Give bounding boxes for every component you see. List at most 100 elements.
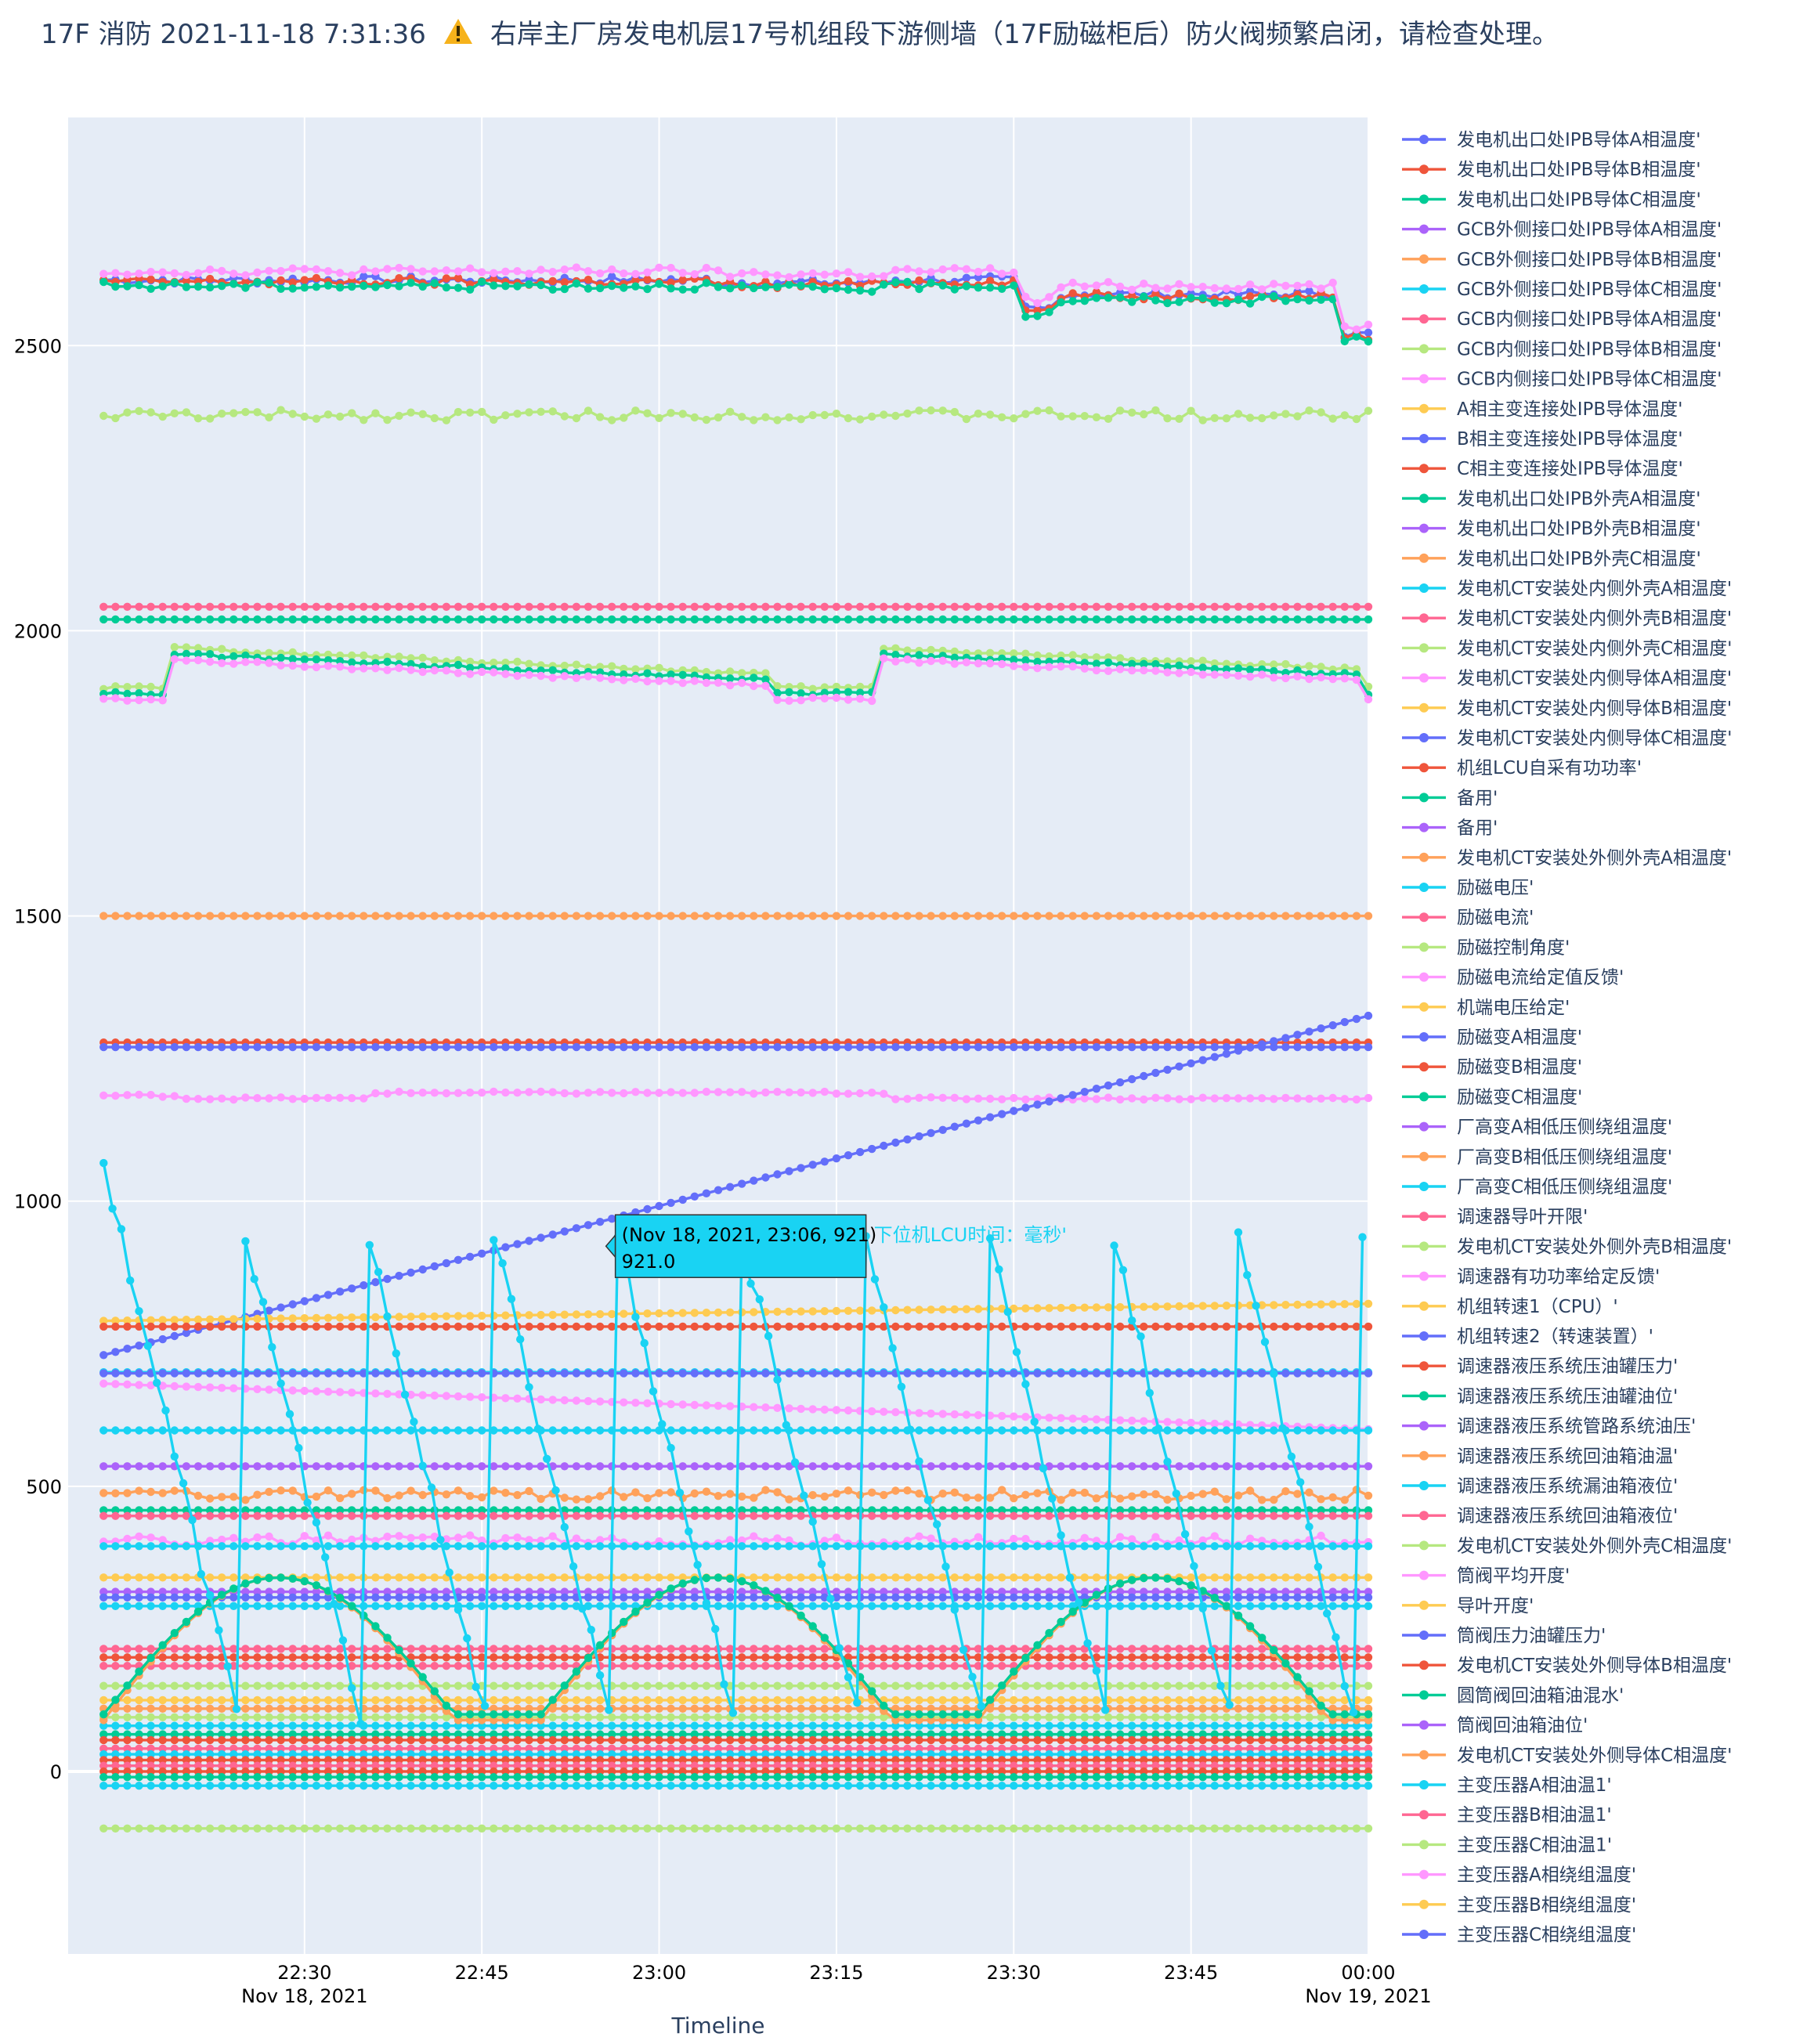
data-point[interactable] (1364, 1511, 1373, 1520)
data-point[interactable] (170, 602, 179, 611)
data-point[interactable] (797, 281, 805, 290)
data-point[interactable] (738, 1750, 746, 1759)
data-point[interactable] (123, 270, 132, 279)
data-point[interactable] (111, 1369, 120, 1378)
data-point[interactable] (395, 663, 403, 673)
data-point[interactable] (1305, 1300, 1314, 1309)
data-point[interactable] (985, 1113, 995, 1121)
data-point[interactable] (1033, 651, 1042, 660)
data-point[interactable] (584, 1089, 593, 1097)
data-point[interactable] (974, 1573, 983, 1582)
data-point[interactable] (738, 1653, 746, 1662)
data-point[interactable] (1258, 1602, 1267, 1610)
data-point[interactable] (170, 1316, 179, 1324)
data-point[interactable] (1057, 1303, 1065, 1313)
data-point[interactable] (690, 1506, 699, 1515)
data-point[interactable] (750, 416, 758, 424)
data-point[interactable] (1340, 1426, 1350, 1435)
data-point[interactable] (490, 1511, 498, 1520)
data-point[interactable] (950, 602, 959, 611)
data-point[interactable] (312, 1294, 321, 1302)
data-point[interactable] (1140, 1704, 1148, 1713)
data-point[interactable] (903, 1511, 912, 1520)
data-point[interactable] (1140, 410, 1148, 419)
data-point[interactable] (1364, 1730, 1373, 1739)
data-point[interactable] (383, 1645, 392, 1653)
data-point[interactable] (1364, 912, 1373, 920)
data-point[interactable] (844, 268, 853, 276)
data-point[interactable] (182, 615, 191, 624)
data-point[interactable] (465, 1735, 475, 1745)
data-point[interactable] (1080, 659, 1089, 667)
data-point[interactable] (560, 615, 569, 624)
series-34[interactable] (99, 1681, 1373, 1690)
data-point[interactable] (560, 1227, 569, 1236)
data-point[interactable] (525, 1587, 533, 1596)
data-point[interactable] (1068, 297, 1077, 305)
data-point[interactable] (205, 1322, 215, 1331)
data-point[interactable] (383, 1542, 392, 1551)
data-point[interactable] (123, 1542, 132, 1551)
data-point[interactable] (1033, 1756, 1042, 1764)
data-point[interactable] (335, 269, 345, 277)
data-point[interactable] (844, 1322, 853, 1331)
data-point[interactable] (1010, 1534, 1018, 1544)
data-point[interactable] (678, 410, 687, 418)
data-point[interactable] (1104, 1761, 1113, 1770)
data-point[interactable] (1080, 1488, 1089, 1497)
data-point[interactable] (1198, 1653, 1207, 1662)
data-point[interactable] (525, 1721, 533, 1730)
data-point[interactable] (218, 282, 226, 291)
data-point[interactable] (1175, 1593, 1183, 1602)
data-point[interactable] (170, 1486, 179, 1495)
data-point[interactable] (725, 674, 735, 683)
data-point[interactable] (1293, 1300, 1302, 1309)
data-point[interactable] (714, 1542, 723, 1551)
data-point[interactable] (170, 1573, 179, 1582)
data-point[interactable] (1010, 1756, 1018, 1764)
data-point[interactable] (655, 1713, 663, 1721)
data-point[interactable] (620, 1721, 628, 1730)
data-point[interactable] (1281, 674, 1290, 683)
data-point[interactable] (797, 1645, 805, 1653)
data-point[interactable] (454, 912, 463, 920)
data-point[interactable] (205, 1744, 215, 1753)
data-point[interactable] (773, 1761, 782, 1770)
data-point[interactable] (1151, 1369, 1160, 1378)
data-point[interactable] (1187, 1704, 1195, 1713)
series-14[interactable] (99, 1011, 1373, 1360)
data-point[interactable] (442, 1089, 451, 1098)
data-point[interactable] (135, 406, 143, 415)
data-point[interactable] (1128, 291, 1136, 301)
data-point[interactable] (193, 1042, 203, 1052)
data-point[interactable] (548, 1730, 557, 1739)
data-point[interactable] (312, 1313, 321, 1323)
data-point[interactable] (312, 1462, 321, 1471)
data-point[interactable] (620, 1761, 628, 1770)
data-point[interactable] (442, 1259, 451, 1268)
data-point[interactable] (170, 1713, 179, 1721)
data-point[interactable] (998, 1486, 1006, 1494)
data-point[interactable] (312, 1730, 321, 1739)
data-point[interactable] (1115, 1744, 1125, 1753)
data-point[interactable] (1175, 289, 1183, 298)
data-point[interactable] (702, 678, 711, 688)
data-point[interactable] (501, 1662, 510, 1670)
data-point[interactable] (1128, 298, 1136, 306)
data-point[interactable] (1258, 1426, 1267, 1435)
data-point[interactable] (584, 1730, 593, 1739)
data-point[interactable] (111, 1602, 120, 1610)
data-point[interactable] (170, 643, 179, 652)
data-point[interactable] (1340, 1322, 1350, 1331)
data-point[interactable] (383, 1602, 392, 1610)
data-point[interactable] (395, 1087, 403, 1096)
data-point[interactable] (1281, 1761, 1290, 1770)
data-point[interactable] (442, 1721, 451, 1730)
data-point[interactable] (323, 1462, 333, 1471)
data-point[interactable] (442, 666, 451, 675)
data-point[interactable] (572, 1645, 581, 1653)
data-point[interactable] (335, 1426, 345, 1435)
data-point[interactable] (395, 602, 403, 611)
data-point[interactable] (938, 1704, 947, 1713)
data-point[interactable] (1364, 1662, 1373, 1670)
